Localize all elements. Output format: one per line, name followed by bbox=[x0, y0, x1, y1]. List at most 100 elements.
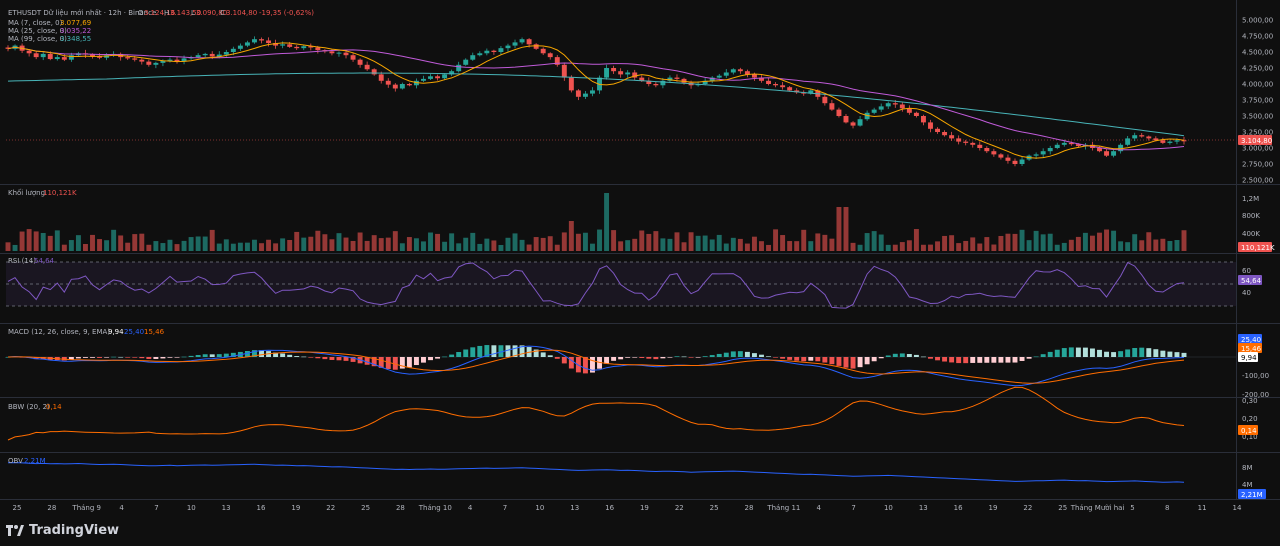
candle-body bbox=[174, 59, 180, 62]
macd-hist-bar bbox=[723, 352, 729, 357]
brand-name: TradingView bbox=[29, 523, 120, 538]
candle-body bbox=[1118, 144, 1124, 152]
macd-line bbox=[7, 345, 1185, 387]
rsi-label: RSI (14) bbox=[8, 257, 36, 265]
macd-hist-bar bbox=[1132, 348, 1138, 357]
time-tick-label: 16 bbox=[257, 504, 266, 512]
macd-hist-bar bbox=[273, 352, 279, 357]
candle-body bbox=[751, 74, 757, 78]
volume-bar bbox=[244, 242, 250, 251]
candle-body bbox=[913, 112, 919, 116]
volume-bar bbox=[822, 234, 828, 251]
candle-body bbox=[287, 44, 293, 47]
candle-body bbox=[575, 90, 581, 97]
price-axis[interactable]: 5.000,00 4.750,00 4.500,00 4.250,00 4.000,00… bbox=[1242, 17, 1273, 185]
volume-bar bbox=[906, 240, 912, 251]
macd-hist-bar bbox=[885, 355, 891, 357]
volume-bar bbox=[498, 244, 504, 251]
candle-body bbox=[625, 72, 631, 75]
macd-hist-bar bbox=[695, 357, 701, 358]
candle-body bbox=[132, 58, 138, 60]
candle-body bbox=[935, 128, 940, 132]
time-tick-label: 28 bbox=[745, 504, 754, 512]
macd-hist-bar bbox=[75, 357, 81, 359]
axis-tick-label: 3.500,00 bbox=[1242, 113, 1273, 121]
candle-body bbox=[920, 116, 926, 123]
volume-bar bbox=[1040, 234, 1046, 251]
bbw-badge: 0,14 bbox=[1238, 425, 1258, 435]
macd-hist-bar bbox=[709, 355, 715, 357]
time-tick-label: 19 bbox=[640, 504, 649, 512]
macd-hist-bar bbox=[547, 355, 553, 357]
time-axis[interactable]: 25 28 Tháng 9 4 7 10 13 16 19 22 25 28 Tháng 10 4 7 10 1… bbox=[13, 504, 1242, 512]
macd-hist-bar bbox=[463, 349, 469, 357]
volume-bar bbox=[1068, 239, 1074, 251]
candle-body bbox=[899, 104, 905, 109]
time-tick-label: 28 bbox=[396, 504, 405, 512]
volume-bar bbox=[449, 233, 455, 251]
candle-body bbox=[442, 74, 448, 79]
candle-body bbox=[794, 90, 800, 93]
axis-tick-label: -100,00 bbox=[1242, 372, 1269, 380]
time-tick-label: 19 bbox=[989, 504, 998, 512]
macd-hist-bar bbox=[787, 357, 793, 360]
macd-hist-bar bbox=[421, 357, 426, 363]
macd-hist-bar bbox=[308, 357, 314, 358]
volume-bar bbox=[702, 235, 708, 251]
candle-body bbox=[456, 64, 462, 72]
candle-body bbox=[68, 55, 74, 60]
tradingview-logo[interactable]: TradingView bbox=[6, 523, 119, 538]
macd-hist-bar bbox=[533, 349, 539, 357]
candle-body bbox=[181, 58, 187, 62]
volume-bar bbox=[1026, 240, 1032, 251]
candle-body bbox=[54, 57, 60, 60]
candle-body bbox=[681, 78, 687, 83]
macd-hist-bar bbox=[435, 357, 441, 359]
candle-body bbox=[702, 80, 708, 84]
volume-axis[interactable]: 1,2M 800K 400K bbox=[1242, 195, 1260, 238]
macd-hist-bar bbox=[822, 357, 828, 363]
candle-body bbox=[160, 60, 166, 63]
volume-bar bbox=[216, 243, 222, 251]
tradingview-logo-icon bbox=[6, 525, 24, 536]
time-tick-label: 28 bbox=[47, 504, 56, 512]
ohlc-close: 3.104,80 bbox=[226, 9, 257, 17]
macd-axis[interactable]: -100,00 -200,00 bbox=[1242, 372, 1269, 399]
macd-hist-bar bbox=[230, 352, 236, 357]
volume-bar bbox=[787, 241, 793, 251]
candle-body bbox=[554, 57, 560, 65]
ma7-label: MA (7, close, 0) bbox=[8, 19, 63, 27]
volume-bar bbox=[329, 239, 335, 251]
volume-bar bbox=[301, 237, 307, 251]
rsi-axis[interactable]: 60 40 bbox=[1242, 267, 1251, 297]
macd-hist-bar bbox=[146, 357, 152, 359]
candle-body bbox=[850, 122, 856, 126]
macd-hist-badge: 15,46 bbox=[1238, 343, 1262, 353]
bbw-axis[interactable]: 0,30 0,20 0,10 bbox=[1242, 397, 1258, 441]
volume-bar bbox=[625, 240, 631, 251]
ohlc-open: 3.124,16 bbox=[144, 9, 176, 17]
candle-body bbox=[646, 80, 652, 84]
time-tick-label: 7 bbox=[851, 504, 855, 512]
candle-body bbox=[505, 45, 511, 49]
macd-hist-bar bbox=[1040, 354, 1046, 357]
macd-hist-bar bbox=[1012, 357, 1018, 363]
volume-bar bbox=[737, 238, 743, 251]
volume-bar bbox=[526, 244, 532, 251]
volume-bar bbox=[618, 241, 624, 251]
signal-line bbox=[7, 349, 1185, 384]
candle-body bbox=[385, 80, 391, 85]
candle-body bbox=[540, 48, 546, 54]
volume-bar bbox=[963, 240, 969, 251]
volume-bar bbox=[160, 243, 166, 251]
macd-hist-bar bbox=[125, 357, 131, 358]
svg-text:0,14: 0,14 bbox=[1241, 427, 1257, 435]
volume-bar bbox=[421, 241, 426, 251]
macd-hist-bar bbox=[350, 357, 356, 362]
obv-axis[interactable]: 8M 4M bbox=[1242, 464, 1253, 489]
volume-bar bbox=[928, 244, 933, 251]
candle-body bbox=[822, 96, 828, 104]
macd-hist-bar bbox=[329, 357, 335, 360]
volume-bar bbox=[899, 242, 905, 251]
